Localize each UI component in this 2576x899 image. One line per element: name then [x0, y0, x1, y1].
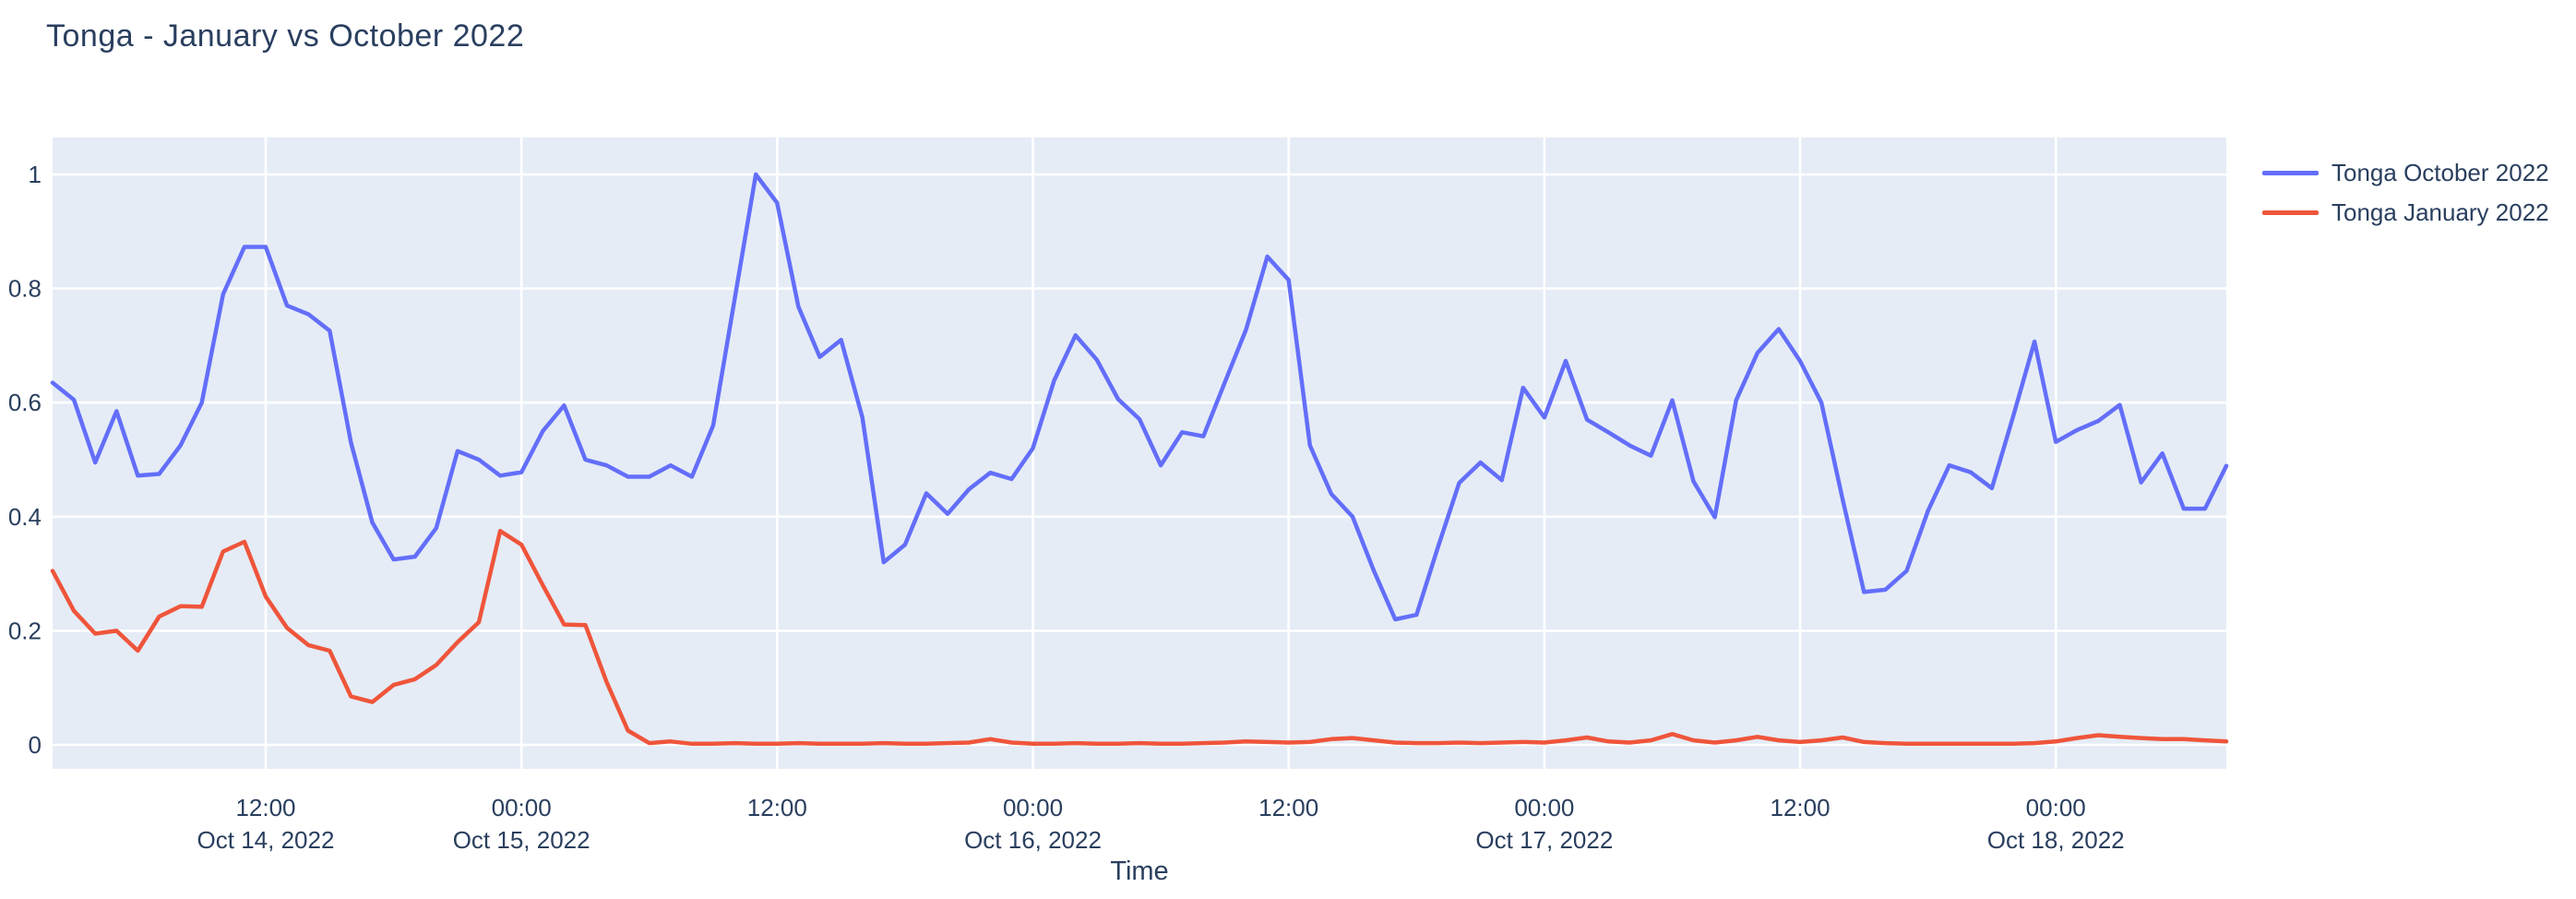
x-tick-time-label: 12:00 — [235, 794, 295, 821]
plot-background[interactable] — [53, 137, 2226, 769]
x-tick-date-label: Oct 16, 2022 — [964, 826, 1102, 854]
y-tick-label: 0.4 — [8, 503, 42, 531]
x-tick-time-label: 00:00 — [1003, 794, 1063, 821]
y-tick-label: 0 — [29, 731, 42, 759]
x-tick-date-label: Oct 15, 2022 — [453, 826, 590, 854]
legend: Tonga October 2022 Tonga January 2022 — [2262, 159, 2549, 226]
legend-line-swatch-january — [2262, 210, 2319, 215]
y-tick-label: 0.6 — [8, 389, 42, 416]
legend-label: Tonga January 2022 — [2332, 198, 2549, 226]
legend-item-tonga-october-2022[interactable]: Tonga October 2022 — [2262, 159, 2549, 186]
series-line-tonga-january-2022[interactable] — [50, 529, 2229, 747]
x-tick-time-label: 00:00 — [1514, 794, 1574, 821]
x-tick-time-label: 00:00 — [492, 794, 552, 821]
x-tick-time-label: 12:00 — [1258, 794, 1318, 821]
x-tick-time-label: 00:00 — [2026, 794, 2086, 821]
y-tick-label: 1 — [29, 161, 42, 188]
x-tick-time-label: 12:00 — [1771, 794, 1831, 821]
x-tick-date-label: Oct 18, 2022 — [1987, 826, 2125, 854]
legend-item-tonga-january-2022[interactable]: Tonga January 2022 — [2262, 198, 2549, 226]
y-tick-label: 0.8 — [8, 275, 42, 303]
x-axis-title: Time — [1110, 857, 1169, 886]
legend-line-swatch-october — [2262, 170, 2319, 175]
x-tick-date-label: Oct 17, 2022 — [1475, 826, 1613, 854]
y-tick-label: 0.2 — [8, 617, 42, 644]
chart-title: Tonga - January vs October 2022 — [46, 18, 525, 54]
legend-label: Tonga October 2022 — [2332, 158, 2549, 186]
x-tick-time-label: 12:00 — [747, 794, 807, 821]
series-line-tonga-october-2022[interactable] — [50, 172, 2229, 622]
x-tick-date-label: Oct 14, 2022 — [197, 826, 335, 854]
